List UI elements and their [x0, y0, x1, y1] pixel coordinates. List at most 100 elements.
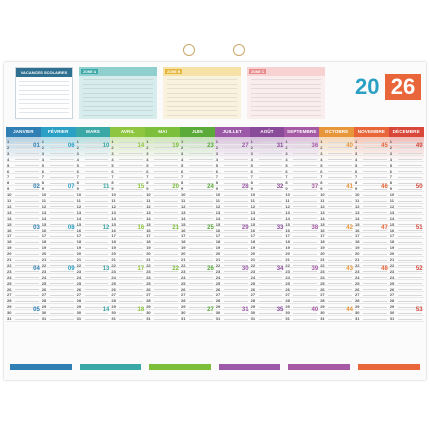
day-row: 31 [214, 316, 250, 322]
day-row: 19 [145, 245, 180, 251]
month-column: MARS 1 2 3 4 5 6 7 8 9 10 11 12 13 14 15 16 17 18 19 20 21 22 2… [75, 127, 111, 355]
week-number: 03 [33, 225, 40, 231]
day-row: 25 [249, 281, 285, 287]
day-row: 2 [214, 145, 250, 151]
day-row: 5 [284, 163, 320, 169]
day-row: 8 [180, 180, 215, 186]
week-number: 30 [241, 266, 249, 272]
day-row: 17 [40, 233, 76, 239]
day-row: 25 [6, 281, 41, 287]
day-row: 22 [354, 263, 389, 269]
month-name: AVRIL [110, 127, 146, 137]
day-row: 14 [284, 216, 320, 222]
day-row: 28 [214, 298, 250, 304]
day-row: 26 [110, 287, 146, 292]
month-name: OCTOBRE [319, 127, 354, 137]
day-row: 19 [6, 245, 41, 251]
day-row: 12 [214, 204, 250, 210]
week-number: 22 [172, 266, 179, 272]
day-row: 24 [145, 275, 180, 281]
week-number: 08 [67, 225, 75, 231]
day-row: 23 [180, 269, 215, 275]
week-number: 47 [381, 225, 388, 231]
day-row: 27 [319, 292, 354, 298]
day-row: 1 [388, 139, 424, 145]
day-row: 12 [249, 204, 285, 210]
day-row: 22 [319, 263, 354, 269]
day-row: 3 [180, 151, 215, 157]
week-number: 14 [137, 143, 145, 149]
week-number: 31 [276, 143, 284, 149]
day-row: 3 [75, 151, 111, 157]
day-row: 4 [319, 157, 354, 163]
day-row: 14 [319, 216, 354, 222]
day-row: 11 [75, 198, 111, 204]
day-row: 3 [145, 151, 180, 157]
day-row: 18 [145, 239, 180, 245]
week-number: 23 [207, 143, 214, 149]
day-row: 14 [388, 216, 424, 222]
week-number: 42 [346, 225, 353, 231]
day-row: 20 [110, 251, 146, 257]
day-row: 1 [354, 139, 389, 145]
day-row: 13 [214, 210, 250, 216]
week-number: 01 [33, 143, 40, 149]
day-row: 4 [354, 157, 389, 163]
hanger-ring-right [233, 44, 245, 56]
day-row: 23 [75, 269, 111, 275]
day-row: 13 [145, 210, 180, 216]
week-number: 38 [311, 225, 319, 231]
day-row: 30 [110, 310, 146, 316]
day-row: 26 [319, 287, 354, 292]
day-row: 12 [180, 204, 215, 210]
day-row: 24 [6, 275, 41, 281]
week-number: 09 [67, 266, 75, 272]
day-row: 19 [284, 245, 320, 251]
day-row: 27 [214, 292, 250, 298]
week-number: 16 [137, 225, 145, 231]
day-row: 7 [354, 174, 389, 180]
day-row: 10 [319, 192, 354, 198]
day-row: 4 [284, 157, 320, 163]
day-row: 9 [319, 186, 354, 192]
day-row: 28 [75, 298, 111, 304]
week-number: 18 [137, 307, 145, 313]
day-row: 9 [284, 186, 320, 192]
day-row: 1 [319, 139, 354, 145]
zone-box-3: ZONE C [247, 67, 325, 119]
day-row: 30 [75, 310, 111, 316]
day-row: 2 [40, 145, 76, 151]
day-row: 20 [388, 251, 424, 257]
year-suffix: 26 [385, 74, 421, 100]
day-row: 5 [319, 163, 354, 169]
day-row: 5 [40, 163, 76, 169]
day-row: 10 [180, 192, 215, 198]
day-row: 16 [354, 228, 389, 233]
day-row: 29 [6, 304, 41, 310]
day-row: 31 [180, 316, 215, 322]
day-row: 5 [75, 163, 111, 169]
day-row: 30 [249, 310, 285, 316]
day-row: 7 [388, 174, 424, 180]
day-row: 22 [388, 263, 424, 269]
week-number: 20 [172, 184, 179, 190]
day-row: 22 [110, 263, 146, 269]
day-row: 22 [214, 263, 250, 269]
week-number: 40 [311, 307, 319, 313]
months-grid: JANVIER 1 2 3 4 5 6 7 8 9 10 11 12 13 14 15 16 17 18 19 20 21… [6, 127, 424, 355]
day-row: 19 [110, 245, 146, 251]
day-row: 27 [354, 292, 389, 298]
day-row: 10 [354, 192, 389, 198]
day-row: 19 [40, 245, 76, 251]
day-row: 5 [180, 163, 215, 169]
day-row: 5 [6, 163, 41, 169]
month-column: AVRIL 1 2 3 4 5 6 7 8 9 10 11 12 13 14 15 16 17 18 19 20 21 22… [110, 127, 146, 355]
day-row: 14 [110, 216, 146, 222]
day-row: 20 [214, 251, 250, 257]
day-row: 23 [354, 269, 389, 275]
day-row: 16 [284, 228, 320, 233]
day-row: 7 [40, 174, 76, 180]
day-row: 1 [145, 139, 180, 145]
day-row: 1 [284, 139, 320, 145]
day-row: 12 [40, 204, 76, 210]
